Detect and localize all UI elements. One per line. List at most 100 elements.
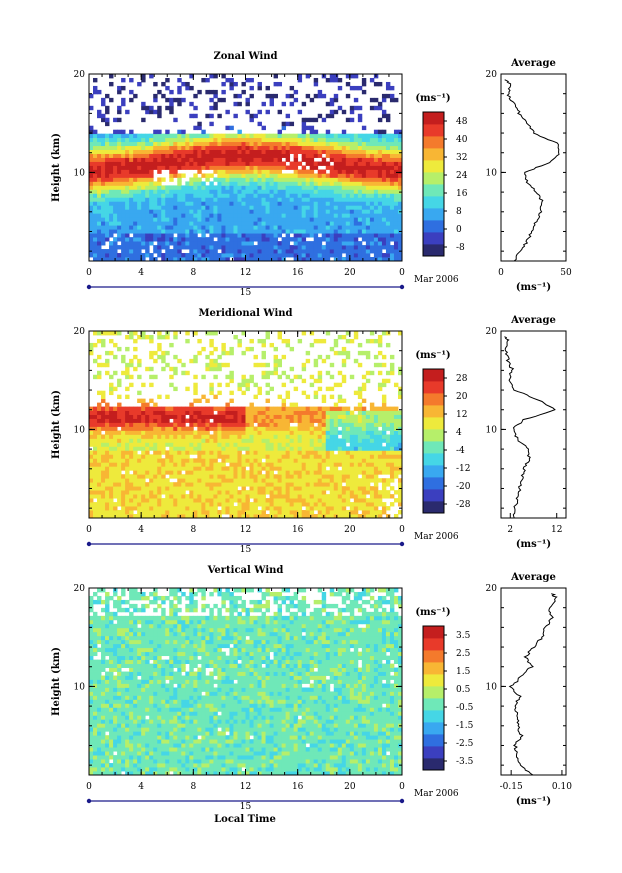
heatmap-cell <box>313 193 319 198</box>
heatmap-cell <box>357 502 363 507</box>
heatmap-cell <box>113 149 118 154</box>
x-tick-label: 20 <box>344 268 356 278</box>
heatmap-cell <box>209 165 214 170</box>
heatmap-cell <box>89 233 94 238</box>
heatmap-cell <box>213 498 218 503</box>
heatmap-cell <box>317 237 323 242</box>
heatmap-cell <box>209 406 214 411</box>
heatmap-cell <box>285 209 291 214</box>
heatmap-cell <box>109 137 114 143</box>
heatmap-cell <box>317 149 323 154</box>
heatmap-cell <box>265 213 270 218</box>
heatmap-cell <box>345 93 351 99</box>
heatmap-cell <box>157 458 162 463</box>
heatmap-cell <box>109 474 114 479</box>
heatmap-cell <box>261 253 266 258</box>
heatmap-cell <box>337 502 343 507</box>
heatmap-cell <box>93 502 98 507</box>
heatmap-cell <box>93 510 98 515</box>
heatmap-cell <box>309 442 315 447</box>
heatmap-cell <box>113 189 118 194</box>
heatmap-cell <box>321 145 327 150</box>
heatmap-cell <box>257 225 262 230</box>
heatmap-cell <box>113 181 118 186</box>
heatmap-cell <box>93 89 98 95</box>
heatmap-cell <box>201 346 206 352</box>
heatmap-cell <box>353 241 359 246</box>
heatmap-cell <box>233 237 238 242</box>
heatmap-cell <box>325 494 331 499</box>
heatmap-cell <box>353 169 359 174</box>
heatmap-cell <box>177 434 182 439</box>
heatmap-cell <box>121 438 126 443</box>
heatmap-cell <box>293 466 299 471</box>
heatmap-cell <box>261 217 266 222</box>
heatmap-cell <box>97 193 102 198</box>
heatmap-cell <box>225 185 230 190</box>
heatmap-cell <box>377 257 383 262</box>
heatmap-cell <box>257 197 262 202</box>
heatmap-cell <box>313 482 319 487</box>
heatmap-cell <box>245 510 250 515</box>
heatmap-cell <box>269 165 274 170</box>
heatmap-cell <box>145 233 150 238</box>
heatmap-cell <box>269 169 274 174</box>
heatmap-cell <box>389 245 395 250</box>
heatmap-cell <box>149 105 154 111</box>
heatmap-cell <box>213 221 218 226</box>
heatmap-cell <box>253 205 258 210</box>
heatmap-cell <box>153 205 158 210</box>
heatmap-cell <box>173 446 178 451</box>
heatmap-cell <box>209 233 214 238</box>
heatmap-cell <box>125 454 130 459</box>
heatmap-cell <box>309 490 315 495</box>
heatmap-cell <box>181 173 186 178</box>
heatmap-cell <box>377 137 383 143</box>
heatmap-cell <box>277 209 283 214</box>
heatmap-cell <box>257 217 262 222</box>
heatmap-cell <box>317 506 323 511</box>
heatmap-cell <box>105 181 110 186</box>
heatmap-cell <box>325 418 331 423</box>
heatmap-cell <box>301 478 307 483</box>
heatmap-cell <box>397 169 403 174</box>
heatmap-cell <box>289 446 295 451</box>
heatmap-cell <box>249 338 254 344</box>
heatmap-cell <box>145 514 150 519</box>
heatmap-cell <box>337 133 343 139</box>
heatmap-cell <box>265 257 270 262</box>
heatmap-cell <box>153 129 158 135</box>
heatmap-cell <box>353 466 359 471</box>
heatmap-cell <box>101 201 106 206</box>
heatmap-cell <box>121 77 126 83</box>
heatmap-cell <box>229 514 234 519</box>
heatmap-cell <box>333 237 339 242</box>
heatmap-cell <box>249 482 254 487</box>
heatmap-cell <box>133 237 138 242</box>
heatmap-cell <box>113 506 118 511</box>
heatmap-cell <box>149 350 154 356</box>
heatmap-cell <box>317 153 323 158</box>
heatmap-cell <box>317 201 323 206</box>
heatmap-cell <box>317 498 323 503</box>
heatmap-cell <box>357 177 363 182</box>
heatmap-cell <box>193 510 198 515</box>
x-tick-label: 16 <box>292 268 304 278</box>
heatmap-cell <box>237 101 242 107</box>
heatmap-cell <box>197 406 202 411</box>
heatmap-cell <box>253 221 258 226</box>
heatmap-cell <box>337 185 343 190</box>
heatmap-cell <box>205 253 210 258</box>
heatmap-cell <box>341 165 347 170</box>
heatmap-cell <box>353 213 359 218</box>
heatmap-cell <box>249 205 254 210</box>
heatmap-cell <box>121 422 126 427</box>
heatmap-cell <box>89 185 94 190</box>
heatmap-cell <box>153 426 158 431</box>
heatmap-cell <box>197 506 202 511</box>
heatmap-cell <box>173 205 178 210</box>
heatmap-cell <box>241 422 246 427</box>
heatmap-cell <box>329 442 335 447</box>
heatmap-cell <box>165 221 170 226</box>
heatmap-cell <box>93 434 98 439</box>
